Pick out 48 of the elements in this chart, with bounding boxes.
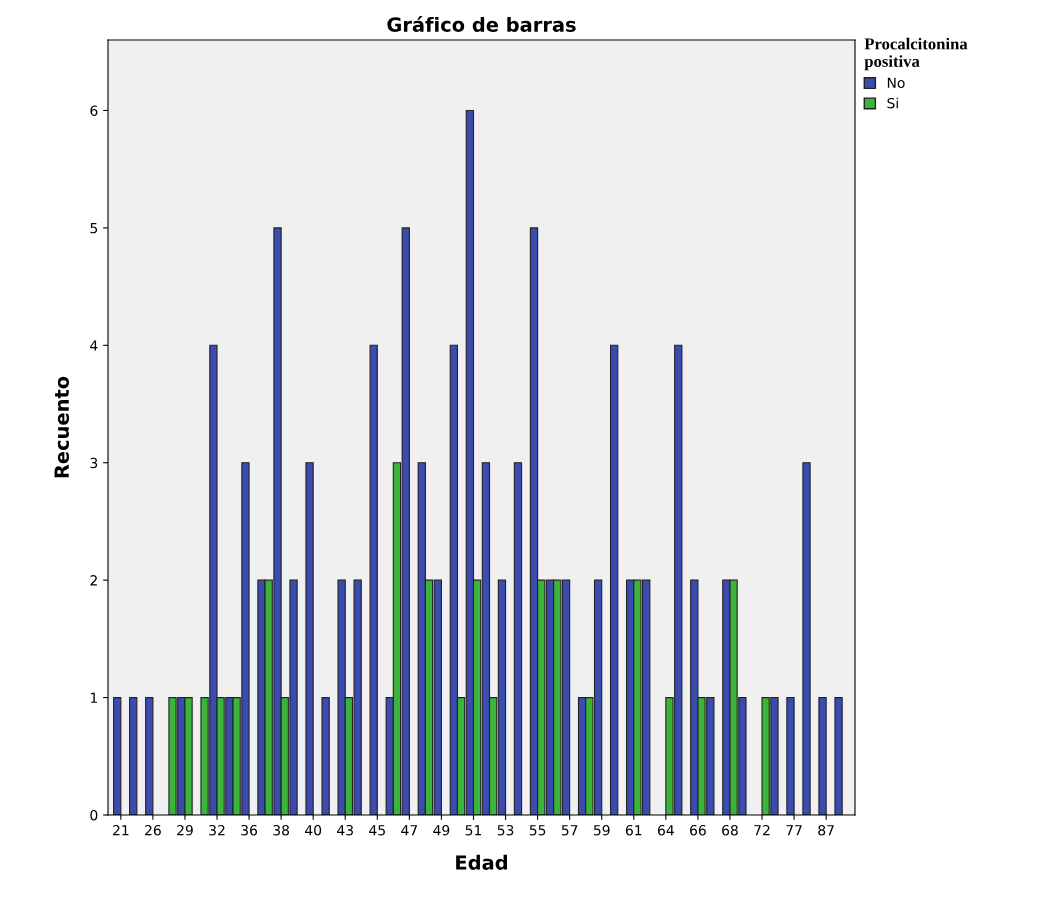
x-tick-label: 38 xyxy=(273,824,290,836)
bar xyxy=(145,697,154,815)
x-tick-label: 87 xyxy=(818,824,834,836)
x-tick-label: 47 xyxy=(401,825,418,836)
x-tick-label: 53 xyxy=(497,824,514,836)
y-tick-label: 5 xyxy=(90,223,98,234)
y-tick-label: 4 xyxy=(90,340,98,351)
x-tick-label: 26 xyxy=(145,824,161,836)
x-tick-label: 51 xyxy=(465,825,482,836)
bar xyxy=(513,462,523,815)
legend-label: No xyxy=(887,77,905,89)
x-tick-label: 68 xyxy=(722,824,738,836)
y-axis-title: Recuento xyxy=(54,376,70,478)
bar xyxy=(802,462,811,815)
x-axis-title: Edad xyxy=(456,854,507,870)
bar xyxy=(113,697,122,815)
x-tick-label: 32 xyxy=(209,824,225,836)
y-tick-label: 0 xyxy=(90,809,98,821)
x-tick-label: 59 xyxy=(593,824,610,836)
legend-label: Si xyxy=(887,97,898,109)
x-tick-label: 64 xyxy=(657,824,674,836)
bar xyxy=(369,344,378,815)
bar xyxy=(786,697,795,815)
x-tick-label: 36 xyxy=(241,824,258,836)
x-tick-label: 49 xyxy=(433,824,450,836)
x-tick-label: 40 xyxy=(305,824,322,836)
bar xyxy=(305,462,314,815)
x-tick-label: 55 xyxy=(529,825,546,836)
x-tick-label: 29 xyxy=(177,824,193,836)
bar xyxy=(129,697,138,815)
y-tick-label: 1 xyxy=(90,692,97,703)
bar xyxy=(609,344,619,815)
x-tick-label: 77 xyxy=(786,825,802,836)
legend-title: Procalcitonina positiva xyxy=(864,37,968,71)
x-tick-label: 66 xyxy=(690,824,706,836)
y-tick-label: 2 xyxy=(90,575,97,586)
y-tick-label: 6 xyxy=(90,105,98,116)
x-tick-label: 57 xyxy=(561,825,578,836)
bar xyxy=(834,697,843,815)
x-tick-label: 61 xyxy=(625,824,642,836)
y-tick-label: 3 xyxy=(90,457,98,469)
chart-title: Gráfico de barras xyxy=(387,16,576,32)
x-tick-label: 72 xyxy=(754,824,770,836)
x-tick-label: 21 xyxy=(113,824,129,836)
bar xyxy=(321,697,330,815)
x-tick-label: 43 xyxy=(337,824,353,836)
x-tick-label: 45 xyxy=(369,825,385,836)
bar xyxy=(818,697,827,815)
